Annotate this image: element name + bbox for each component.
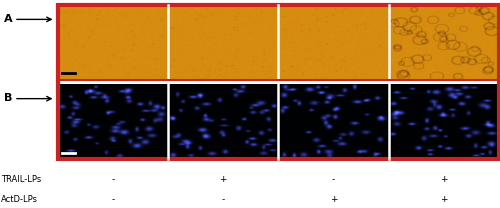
- Text: B: B: [4, 93, 12, 103]
- Text: -: -: [332, 175, 335, 184]
- Text: -: -: [222, 195, 224, 204]
- Text: -: -: [111, 195, 114, 204]
- Text: +: +: [440, 175, 448, 184]
- Text: +: +: [440, 195, 448, 204]
- Text: A: A: [4, 14, 12, 24]
- Text: ActD-LPs: ActD-LPs: [1, 195, 38, 204]
- Text: TRAIL-LPs: TRAIL-LPs: [1, 175, 41, 184]
- Text: +: +: [330, 195, 337, 204]
- Text: +: +: [220, 175, 227, 184]
- Text: -: -: [111, 175, 114, 184]
